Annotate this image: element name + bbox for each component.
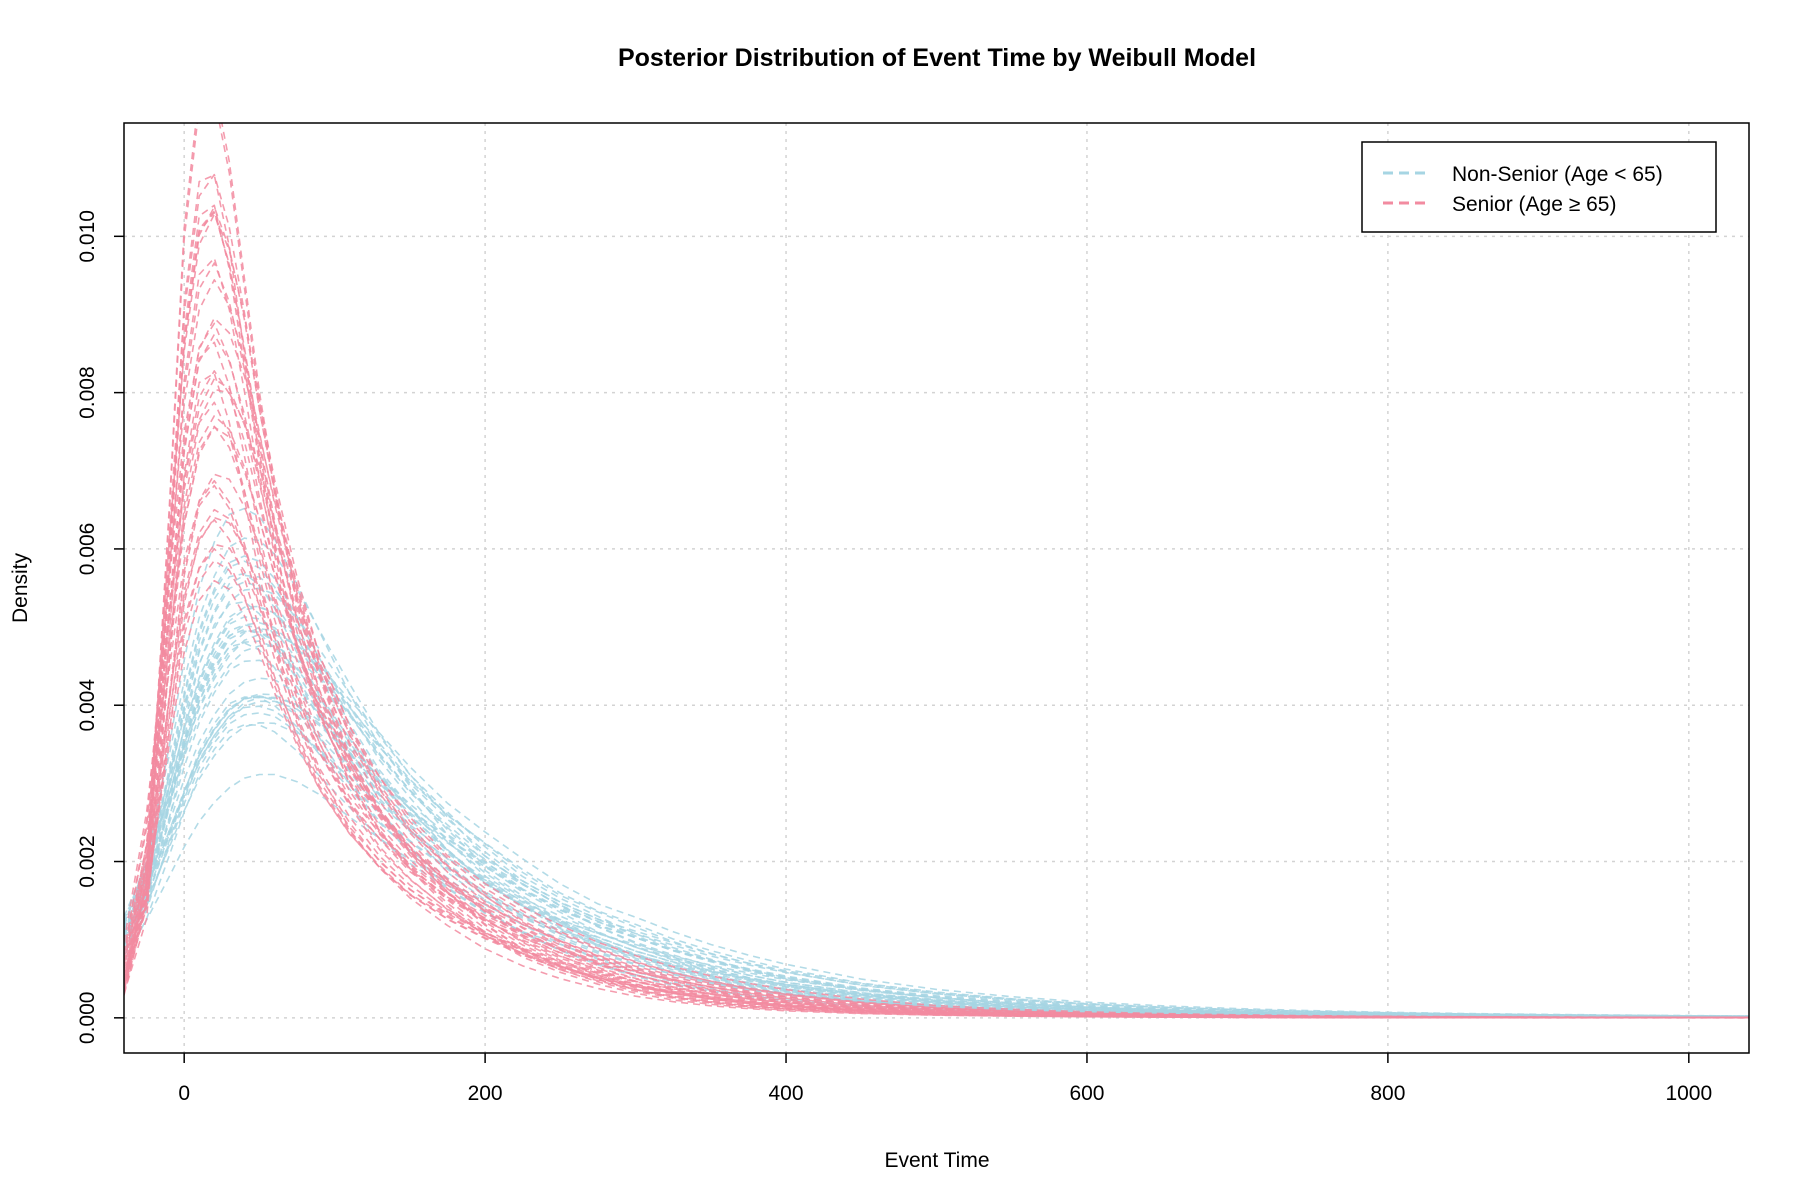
y-axis-label: Density: [9, 552, 32, 623]
x-axis-label: Event Time: [884, 1149, 989, 1172]
series-line: [124, 537, 1749, 1018]
series-line: [124, 401, 1749, 1019]
series-line: [124, 773, 1749, 1018]
series-line: [124, 677, 1749, 1018]
y-tick-label: 0.000: [76, 992, 99, 1045]
x-tick-label: 0: [178, 1082, 190, 1105]
series-line: [124, 415, 1749, 1019]
series-line: [124, 479, 1749, 1019]
x-axis: 0 200 400 600 800 1000: [178, 1053, 1712, 1105]
x-tick-label: 1000: [1665, 1082, 1712, 1105]
y-tick-label: 0.004: [76, 679, 99, 732]
legend-label-senior: Senior (Age ≥ 65): [1452, 193, 1616, 216]
y-tick-label: 0.006: [76, 523, 99, 576]
y-axis: 0.000 0.002 0.004 0.006 0.008 0.010: [76, 210, 124, 1044]
series-line: [124, 204, 1749, 1019]
series-line: [124, 695, 1749, 1018]
series-line: [124, 370, 1749, 1019]
series-line: [124, 700, 1749, 1017]
grid-layer: [124, 123, 1749, 1053]
series-line: [124, 173, 1749, 1019]
legend-box: [1361, 141, 1717, 233]
series-line: [124, 712, 1749, 1018]
series-line: [124, 473, 1749, 1019]
series-line: [124, 333, 1749, 1019]
series-line: [124, 693, 1749, 1018]
series-line: [124, 642, 1749, 1018]
y-tick-label: 0.010: [76, 210, 99, 263]
series-line: [124, 696, 1749, 1017]
series-line: [124, 695, 1749, 1018]
x-tick-label: 400: [769, 1082, 804, 1105]
series-line: [124, 722, 1749, 1018]
series-line: [124, 696, 1749, 1018]
series-line: [124, 206, 1749, 1019]
legend: Non-Senior (Age < 65) Senior (Age ≥ 65): [1361, 141, 1717, 233]
curves-layer: [124, 123, 1749, 1019]
series-line: [124, 543, 1749, 1019]
series-line: [124, 633, 1749, 1017]
series-line: [124, 211, 1749, 1019]
series-line: [124, 213, 1749, 1019]
series-line: [124, 627, 1749, 1018]
y-tick-label: 0.002: [76, 835, 99, 888]
series-line: [124, 279, 1749, 1019]
series-group: [124, 123, 1749, 1019]
series-line: [124, 262, 1749, 1019]
series-line: [124, 508, 1749, 1019]
x-tick-label: 200: [468, 1082, 503, 1105]
series-line: [124, 624, 1749, 1018]
series-line: [124, 426, 1749, 1019]
y-tick-label: 0.008: [76, 366, 99, 419]
plot-frame: [123, 122, 1750, 1054]
series-line: [124, 659, 1749, 1018]
series-line: [124, 378, 1749, 1019]
series-line: [124, 601, 1749, 1018]
series-line: [124, 630, 1749, 1018]
series-line: [124, 123, 1749, 1019]
series-line: [124, 322, 1749, 1019]
series-line: [124, 174, 1749, 1019]
series-line: [124, 640, 1749, 1018]
series-line: [124, 257, 1749, 1019]
series-line: [124, 341, 1749, 1019]
series-line: [124, 388, 1749, 1019]
chart-title: Posterior Distribution of Event Time by …: [618, 44, 1256, 72]
legend-label-non-senior: Non-Senior (Age < 65): [1452, 163, 1663, 186]
series-line: [124, 628, 1749, 1018]
series-line: [124, 317, 1749, 1019]
series-line: [124, 372, 1749, 1019]
series-line: [124, 210, 1749, 1019]
series-line: [124, 621, 1749, 1018]
series-line: [124, 560, 1749, 1018]
x-tick-label: 600: [1069, 1082, 1104, 1105]
x-tick-label: 800: [1370, 1082, 1405, 1105]
series-group: [124, 507, 1749, 1019]
series-line: [124, 425, 1749, 1019]
